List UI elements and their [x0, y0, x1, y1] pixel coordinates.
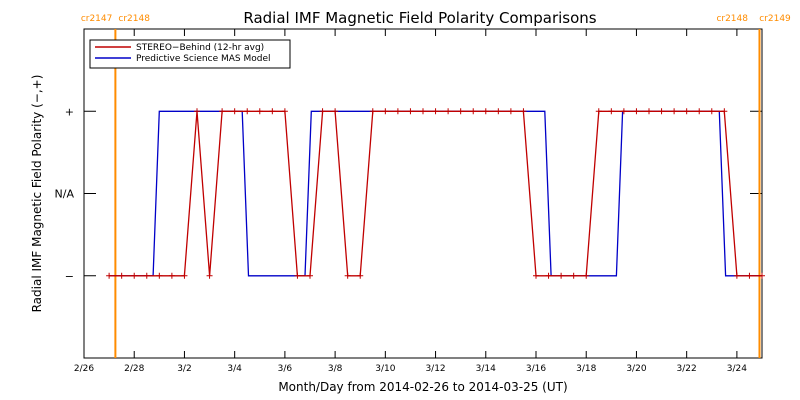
stereo-data-point — [269, 108, 276, 115]
legend-entry: Predictive Science MAS Model — [136, 54, 271, 64]
stereo-data-point — [394, 108, 401, 115]
x-tick-label: 2/26 — [74, 364, 94, 374]
stereo-data-point — [344, 272, 351, 279]
stereo-data-point — [307, 272, 313, 279]
stereo-data-point — [507, 108, 514, 115]
y-axis-label: Radial IMF Magnetic Field Polarity (−,+) — [30, 75, 44, 313]
stereo-data-point — [696, 108, 703, 115]
stereo-data-point — [646, 108, 652, 115]
stereo-data-point — [206, 272, 213, 279]
stereo-data-point — [256, 108, 263, 115]
x-tick-label: 3/4 — [227, 364, 242, 374]
stereo-data-point — [671, 108, 678, 115]
carrington-label-left: cr2147 — [81, 14, 113, 24]
stereo-data-point — [445, 108, 452, 115]
x-axis-label: Month/Day from 2014-02-26 to 2014-03-25 … — [278, 380, 567, 394]
stereo-data-point — [281, 108, 288, 115]
stereo-data-point — [620, 108, 627, 115]
x-tick-label: 3/24 — [727, 364, 747, 374]
stereo-data-point — [332, 108, 339, 115]
stereo-data-point — [683, 108, 690, 115]
carrington-label-right: cr2148 — [118, 14, 150, 24]
series-layer — [106, 108, 765, 279]
stereo-data-point — [633, 108, 640, 115]
stereo-data-point — [470, 108, 477, 115]
stereo-data-point — [407, 108, 414, 115]
y-tick-label: − — [65, 270, 74, 283]
x-tick-label: 3/10 — [375, 364, 395, 374]
x-tick-label: 3/16 — [526, 364, 546, 374]
stereo-data-point — [168, 272, 175, 279]
stereo-data-point — [194, 108, 200, 115]
stereo-data-point — [244, 108, 251, 115]
stereo-data-point — [420, 108, 426, 115]
stereo-data-point — [482, 108, 489, 115]
x-tick-label: 3/2 — [177, 364, 191, 374]
carrington-label-right: cr2149 — [759, 14, 791, 24]
legend-entry: STEREO−Behind (12-hr avg) — [136, 43, 264, 53]
stereo-data-point — [131, 272, 138, 279]
chart-title: Radial IMF Magnetic Field Polarity Compa… — [243, 9, 596, 27]
x-tick-label: 3/12 — [425, 364, 445, 374]
stereo-data-point — [106, 272, 113, 279]
stereo-data-point — [658, 108, 665, 115]
stereo-data-point — [181, 272, 188, 279]
x-tick-label: 3/8 — [328, 364, 343, 374]
stereo-data-point — [432, 108, 439, 115]
axis-ticks: 2/26 2/28 3/2 3/4 3/6 3/8 3/10 3/12 3/14 3/16 3/18… — [55, 29, 762, 374]
stereo-data-point — [708, 108, 715, 115]
stereo-data-point — [319, 108, 326, 115]
stereo-data-point — [118, 272, 125, 279]
stereo-data-point — [746, 272, 753, 279]
stereo-data-point — [558, 272, 565, 279]
stereo-data-point — [595, 108, 602, 115]
stereo-data-point — [533, 272, 539, 279]
stereo-data-point — [382, 108, 389, 115]
legend-box — [89, 39, 291, 69]
stereo-data-point — [495, 108, 502, 115]
stereo-data-point — [759, 272, 765, 279]
plot-frame — [83, 28, 763, 359]
x-tick-label: 3/20 — [626, 364, 646, 374]
x-tick-label: 3/6 — [278, 364, 293, 374]
stereo-data-point — [231, 108, 238, 115]
stereo-behind-line — [109, 110, 762, 277]
legend: STEREO−Behind (12-hr avg)Predictive Scie… — [89, 39, 291, 69]
stereo-data-point — [733, 272, 740, 279]
x-tick-label: 3/18 — [576, 364, 596, 374]
stereo-data-point — [143, 272, 150, 279]
stereo-data-point — [156, 272, 163, 279]
stereo-data-point — [457, 108, 464, 115]
stereo-data-point — [545, 272, 552, 279]
stereo-data-point — [570, 272, 577, 279]
x-tick-label: 3/14 — [476, 364, 496, 374]
x-tick-label: 2/28 — [124, 364, 144, 374]
stereo-data-point — [357, 272, 364, 279]
stereo-data-point — [219, 108, 226, 115]
mas-model-line — [109, 110, 762, 277]
carrington-label-left: cr2148 — [716, 14, 748, 24]
stereo-data-point — [369, 108, 376, 115]
y-tick-label: N/A — [55, 188, 75, 201]
y-tick-label: + — [65, 105, 74, 118]
stereo-data-point — [583, 272, 590, 279]
stereo-data-point — [520, 108, 527, 115]
x-tick-label: 3/22 — [677, 364, 697, 374]
stereo-data-point — [608, 108, 615, 115]
carrington-rotation-markers: cr2147 cr2148 cr2148 cr2149 — [81, 14, 791, 358]
stereo-data-point — [721, 108, 728, 115]
stereo-data-point — [294, 272, 301, 279]
